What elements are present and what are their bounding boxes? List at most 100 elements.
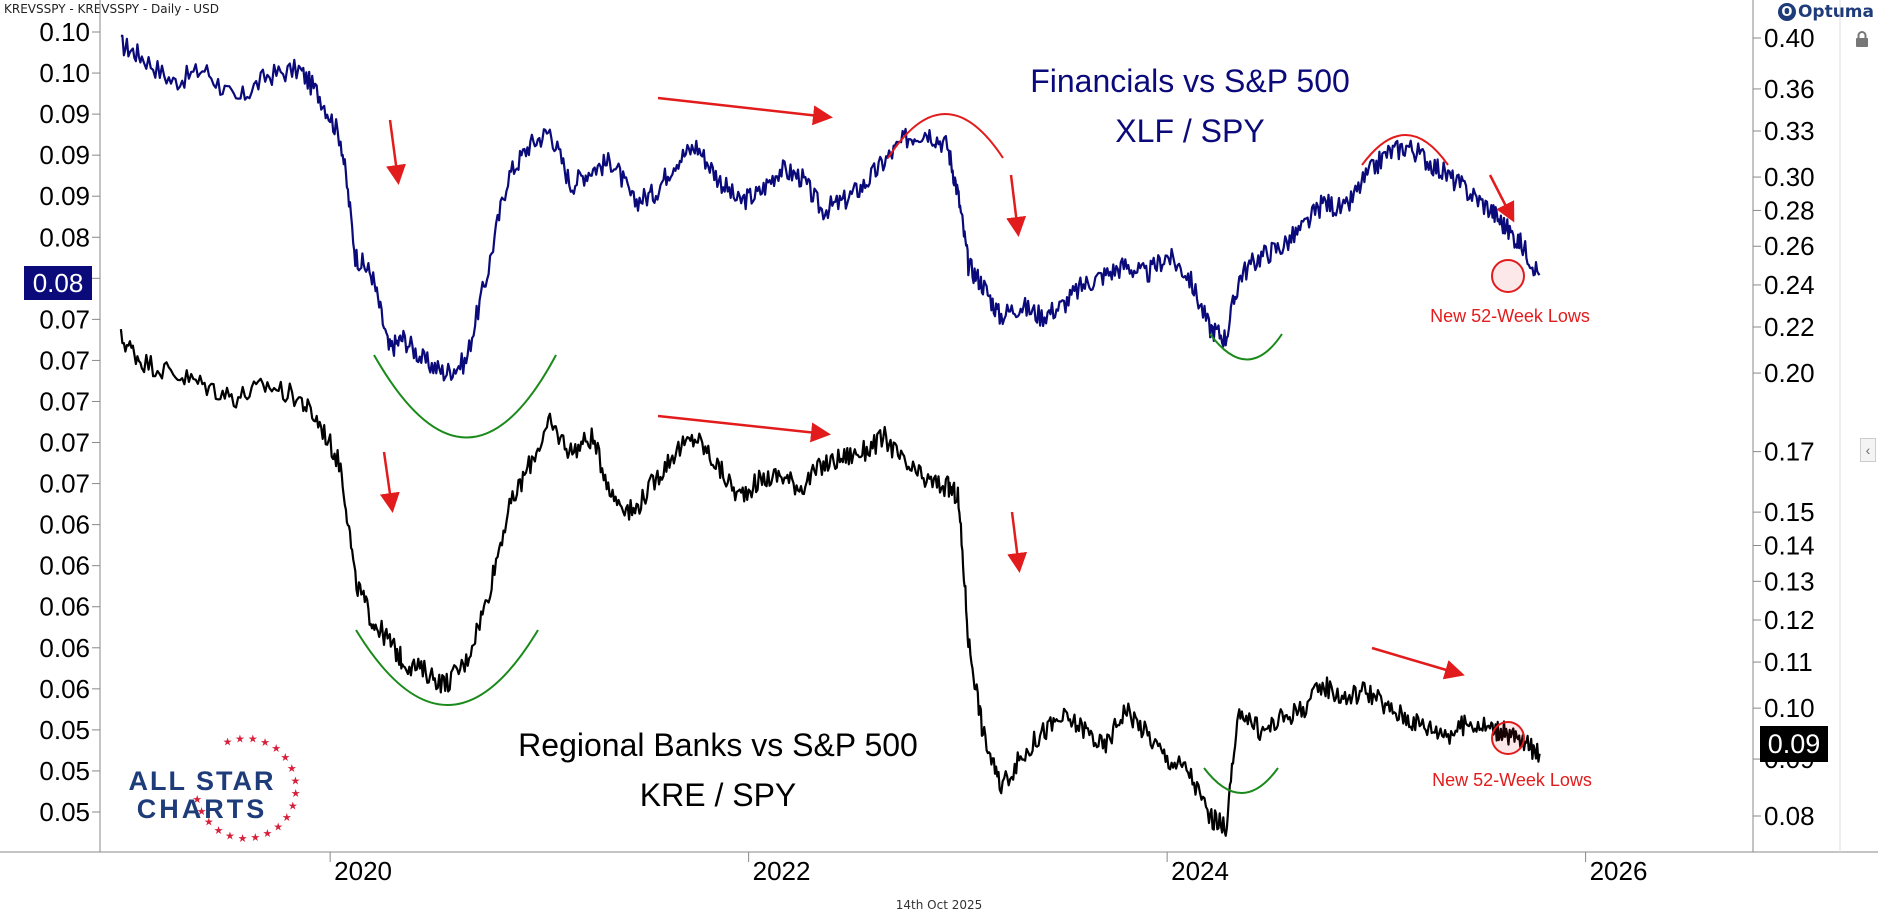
top-arc [1361,134,1449,166]
x-tick-label: 2020 [334,856,392,886]
logo-star-icon: ★ [263,828,273,840]
logo-star-icon: ★ [225,830,235,842]
bottom-arc [1203,767,1279,794]
logo-star-icon: ★ [214,825,224,837]
lock-icon[interactable] [1854,30,1870,48]
logo-star-icon: ★ [197,806,207,818]
kre-spy-series-line [119,328,1541,837]
collapse-panel-icon[interactable]: ‹ [1860,438,1876,462]
logo-star-icon: ★ [250,832,260,844]
right-value-label: 0.09 [1768,729,1821,759]
trend-arrow [379,451,400,513]
left-axis-ticks: 0.100.100.090.090.090.080.080.070.070.07… [39,17,100,827]
right-tick-label: 0.33 [1764,116,1815,146]
right-tick-label: 0.28 [1764,195,1815,225]
right-tick-label: 0.26 [1764,231,1815,261]
logo-star-icon: ★ [223,737,233,749]
right-tick-label: 0.08 [1764,801,1815,831]
right-value-marker: 0.09 [1760,726,1828,762]
left-value-label: 0.08 [33,268,84,298]
bottom-arc [1209,333,1283,361]
top-new-lows-label: New 52-Week Lows [1430,306,1590,326]
x-axis-ticks: 2020 2022 2024 2026 [329,852,1648,886]
bottom-new-lows-label: New 52-Week Lows [1432,770,1592,790]
support-arcs [355,333,1283,794]
left-tick-label: 0.09 [39,99,90,129]
logo-star-icon: ★ [291,788,301,800]
logo-star-icon: ★ [273,821,283,833]
logo-star-icon: ★ [192,794,202,806]
new-low-circle [1491,259,1525,293]
trend-arrow [1006,174,1027,237]
left-value-box [24,266,92,300]
left-tick-label: 0.05 [39,797,90,827]
left-tick-label: 0.07 [39,304,90,334]
left-tick-label: 0.07 [39,345,90,375]
resistance-arcs [887,113,1449,166]
right-tick-label: 0.30 [1764,162,1815,192]
chart-symbol-header: KREVSSPY - KREVSSPY - Daily - USD [4,2,219,16]
logo-star-icon: ★ [260,737,270,749]
logo-star-icon: ★ [280,752,290,764]
trend-arrow [657,414,831,443]
right-tick-label: 0.14 [1764,530,1815,560]
x-tick-label: 2024 [1171,856,1229,886]
optuma-brand-label: Optuma [1797,2,1874,22]
x-tick-label: 2022 [753,856,811,886]
right-tick-label: 0.40 [1764,23,1815,53]
right-tick-label: 0.11 [1764,647,1813,677]
trend-arrow [1488,174,1515,223]
left-value-marker: 0.08 [24,266,92,300]
logo-star-icon: ★ [290,775,300,787]
trend-arrows [379,96,1515,680]
right-tick-label: 0.12 [1764,605,1815,635]
logo-star-icon: ★ [204,816,214,828]
bottom-title-line2: KRE / SPY [640,777,797,813]
left-tick-label: 0.07 [39,469,90,499]
optuma-brand: O Optuma [1777,2,1874,22]
right-tick-label: 0.22 [1764,312,1815,342]
optuma-logo-icon: O [1777,3,1796,21]
left-tick-label: 0.10 [39,17,90,47]
top-title-line2: XLF / SPY [1115,113,1264,149]
left-tick-label: 0.05 [39,756,90,786]
new-lows-markers [1491,259,1525,755]
left-tick-label: 0.08 [39,222,90,252]
top-title-line1: Financials vs S&P 500 [1030,63,1350,99]
left-tick-label: 0.07 [39,428,90,458]
bottom-title-line1: Regional Banks vs S&P 500 [518,727,918,763]
all-star-charts-logo: ★ ★ ★ ★★★★★★★★★★★★★★★★★ ALL STAR CHARTS [129,733,301,845]
trend-arrow [1371,646,1465,680]
left-tick-label: 0.10 [39,58,90,88]
x-tick-label: 2026 [1590,856,1648,886]
right-axis-ticks: 0.40 0.36 0.33 0.300.28 0.26 0.24 0.22 0.20 0.17… [1753,23,1815,831]
logo-star-icon: ★ [248,733,258,745]
logo-star-icon: ★ [235,733,245,745]
logo-star-icon: ★ [287,763,297,775]
logo-star-icon: ★ [282,812,292,824]
left-tick-label: 0.09 [39,181,90,211]
new-low-circle [1491,721,1525,755]
left-tick-label: 0.06 [39,592,90,622]
logo-star-icon: ★ [288,801,298,813]
trend-arrow [386,119,406,185]
logo-star-icon: ★ [271,743,281,755]
right-tick-label: 0.17 [1764,437,1815,467]
logo-star-icon: ★ [238,833,248,845]
left-tick-label: 0.09 [39,140,90,170]
left-tick-label: 0.06 [39,510,90,540]
right-value-box [1760,726,1828,762]
trend-arrow [1007,511,1028,573]
top-arc [887,113,1004,159]
bottom-arc [373,354,557,439]
right-tick-label: 0.13 [1764,566,1815,596]
bottom-arc [355,629,539,706]
logo-line-1: ALL STAR [129,766,276,796]
right-tick-label: 0.20 [1764,358,1815,388]
xlf-spy-series-line [120,34,1541,382]
left-tick-label: 0.05 [39,715,90,745]
right-tick-label: 0.10 [1764,693,1815,723]
left-tick-label: 0.06 [39,551,90,581]
trend-arrow [657,96,833,126]
